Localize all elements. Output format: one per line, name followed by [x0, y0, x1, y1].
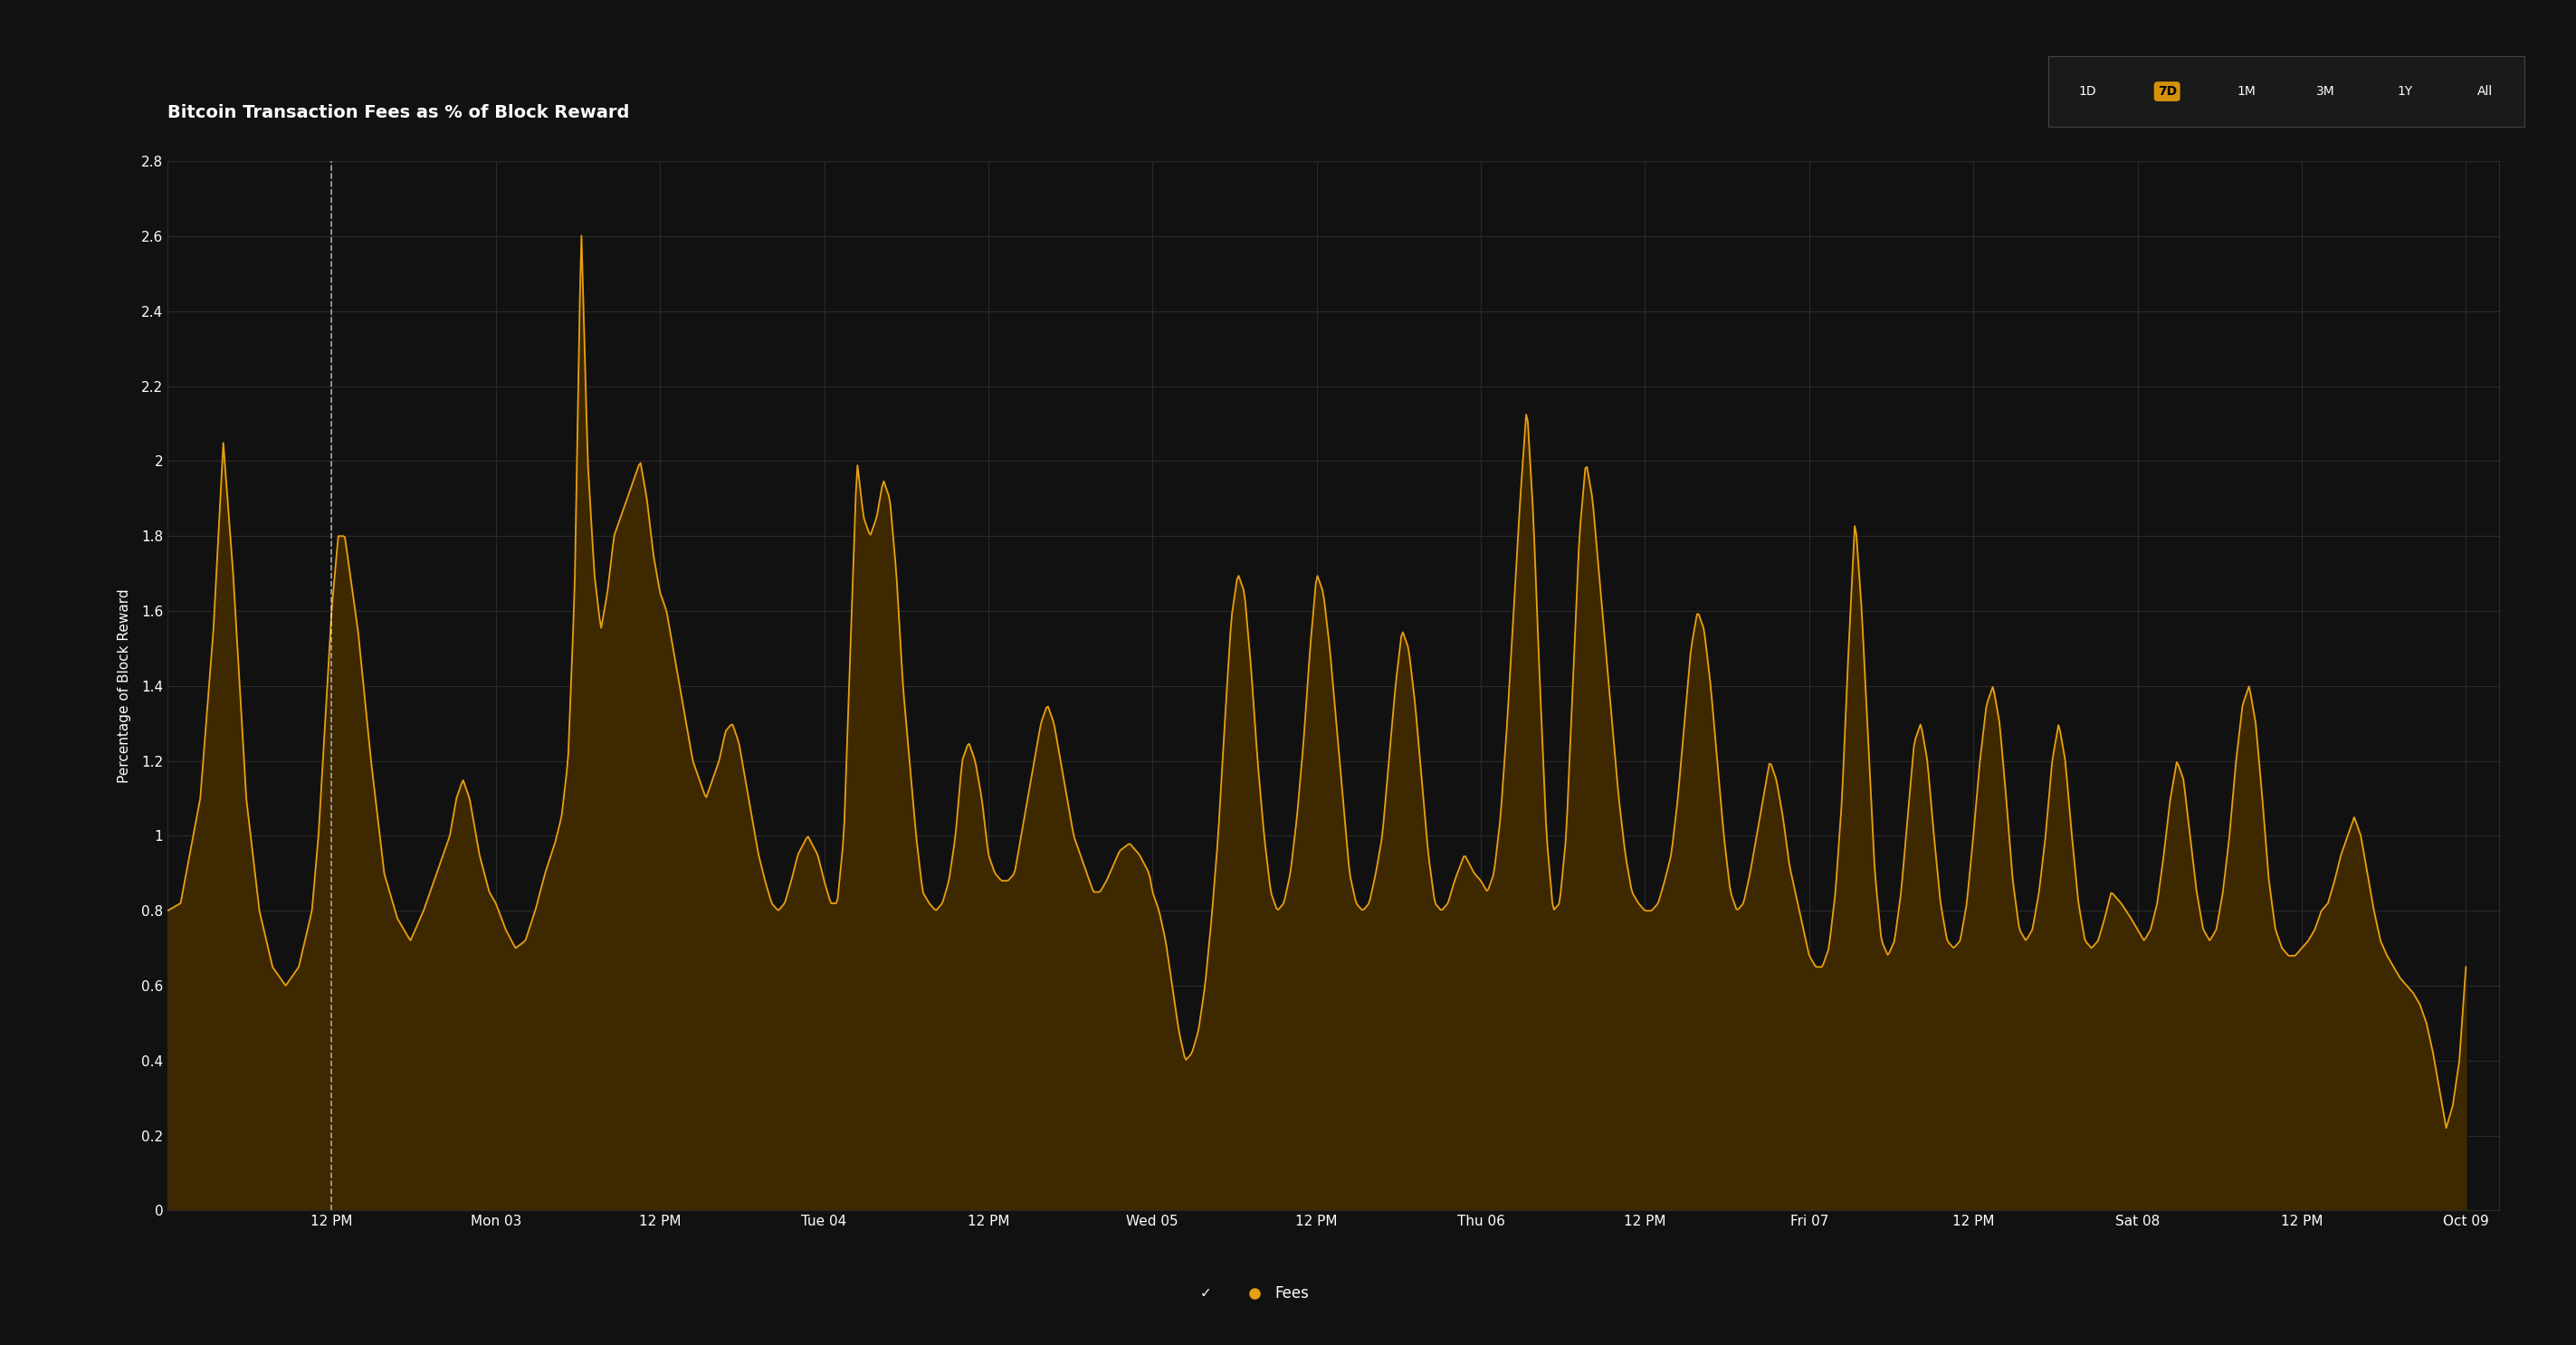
- Y-axis label: Percentage of Block Reward: Percentage of Block Reward: [118, 589, 131, 783]
- Text: 1D: 1D: [2079, 85, 2097, 98]
- Text: Bitcoin Transaction Fees as % of Block Reward: Bitcoin Transaction Fees as % of Block R…: [167, 104, 629, 121]
- Text: 1M: 1M: [2236, 85, 2257, 98]
- Text: 1Y: 1Y: [2398, 85, 2414, 98]
- Text: Fees: Fees: [1275, 1284, 1309, 1302]
- Text: All: All: [2478, 85, 2494, 98]
- Text: ✓: ✓: [1200, 1286, 1211, 1301]
- Text: 3M: 3M: [2316, 85, 2336, 98]
- Text: 7D: 7D: [2159, 85, 2177, 98]
